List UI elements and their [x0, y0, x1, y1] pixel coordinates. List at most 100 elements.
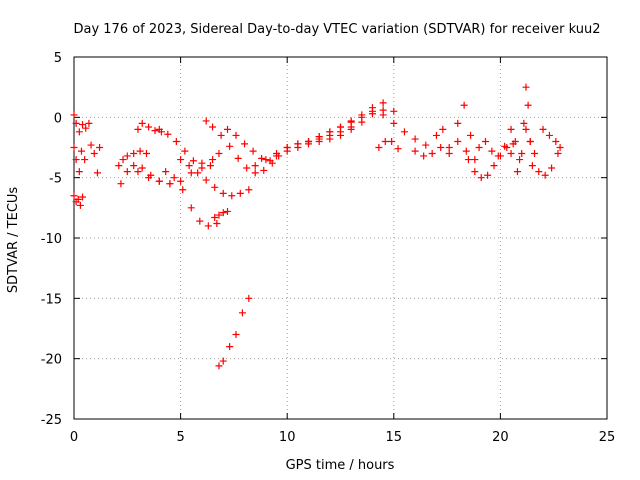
data-point: [475, 144, 483, 151]
data-point: [294, 140, 302, 148]
data-point: [245, 294, 253, 302]
data-point: [471, 168, 479, 176]
data-point: [224, 125, 232, 133]
data-point: [326, 128, 334, 136]
data-point: [187, 204, 195, 212]
data-point: [185, 162, 193, 170]
data-point: [422, 141, 430, 149]
data-point: [315, 133, 323, 141]
data-point: [211, 213, 219, 221]
series-track-21: [375, 137, 402, 153]
data-point: [526, 137, 534, 145]
y-axis-label: SDTVAR / TECUs: [6, 187, 21, 294]
data-point: [273, 152, 281, 160]
data-point: [445, 144, 453, 151]
data-point: [138, 119, 146, 127]
data-point: [138, 164, 146, 172]
data-point: [238, 309, 246, 317]
series-track-19: [305, 99, 398, 145]
data-point: [145, 123, 153, 131]
data-point: [400, 128, 408, 136]
data-point: [204, 222, 212, 230]
grid-lines: [74, 57, 607, 419]
x-tick-label: 15: [386, 430, 403, 445]
data-point: [305, 137, 313, 145]
data-point: [215, 211, 223, 219]
data-point: [219, 357, 227, 365]
series-track-25: [475, 137, 515, 160]
x-tick-label: 20: [492, 430, 509, 445]
data-point: [249, 147, 257, 155]
data-point: [522, 125, 530, 133]
data-point: [379, 111, 387, 119]
data-point: [206, 162, 214, 170]
data-point: [516, 156, 524, 164]
data-point: [226, 343, 234, 351]
data-point: [219, 189, 227, 197]
series-track-03: [70, 144, 89, 176]
data-point: [337, 131, 344, 139]
data-point: [142, 150, 150, 158]
data-point: [117, 180, 125, 188]
data-point: [554, 150, 562, 158]
data-point: [490, 162, 498, 170]
data-point: [545, 131, 553, 139]
x-tick-label: 10: [279, 430, 296, 445]
data-series: [70, 83, 564, 370]
data-point: [390, 119, 398, 127]
data-point: [213, 220, 221, 228]
data-point: [187, 169, 195, 177]
data-point: [454, 137, 462, 145]
data-point: [390, 107, 398, 115]
data-point: [477, 174, 485, 182]
data-point: [379, 99, 387, 107]
data-point: [74, 195, 82, 203]
data-point: [445, 150, 453, 158]
series-track-12: [202, 117, 276, 177]
data-point: [136, 147, 144, 155]
data-point: [513, 168, 521, 176]
series-track-11: [162, 168, 221, 230]
data-point: [162, 168, 170, 176]
series-track-09: [155, 125, 223, 172]
x-tick-labels: 0 5 10 15 20 25: [70, 430, 615, 445]
series-track-04: [87, 141, 104, 177]
data-point: [70, 111, 78, 119]
data-point: [130, 150, 138, 158]
data-point: [172, 137, 180, 145]
data-point: [245, 186, 253, 194]
y-tick-label: -15: [41, 292, 62, 307]
data-point: [79, 121, 87, 129]
data-point: [439, 125, 447, 133]
y-tick-label: -25: [41, 413, 62, 428]
data-point: [251, 169, 259, 177]
series-track-05: [115, 147, 150, 170]
data-point: [134, 168, 142, 176]
series-track-20: [368, 107, 430, 149]
data-point: [155, 177, 163, 185]
data-point: [511, 137, 519, 145]
y-tick-label: 5: [54, 51, 62, 66]
data-point: [219, 209, 227, 217]
y-tick-label: -20: [41, 353, 62, 368]
data-point: [234, 154, 242, 162]
data-point: [524, 101, 532, 109]
data-point: [283, 144, 291, 151]
data-point: [241, 140, 249, 148]
data-point: [181, 147, 189, 155]
data-point: [236, 189, 244, 197]
series-track-23: [432, 101, 475, 151]
data-point: [194, 169, 202, 177]
data-point: [471, 156, 479, 164]
data-point: [189, 157, 197, 165]
data-point: [93, 169, 101, 177]
data-point: [215, 362, 223, 370]
data-point: [481, 137, 489, 145]
data-point: [531, 150, 539, 158]
data-point: [381, 137, 389, 145]
data-point: [548, 164, 556, 172]
data-point: [115, 162, 123, 170]
data-point: [467, 131, 475, 139]
data-point: [224, 207, 232, 215]
